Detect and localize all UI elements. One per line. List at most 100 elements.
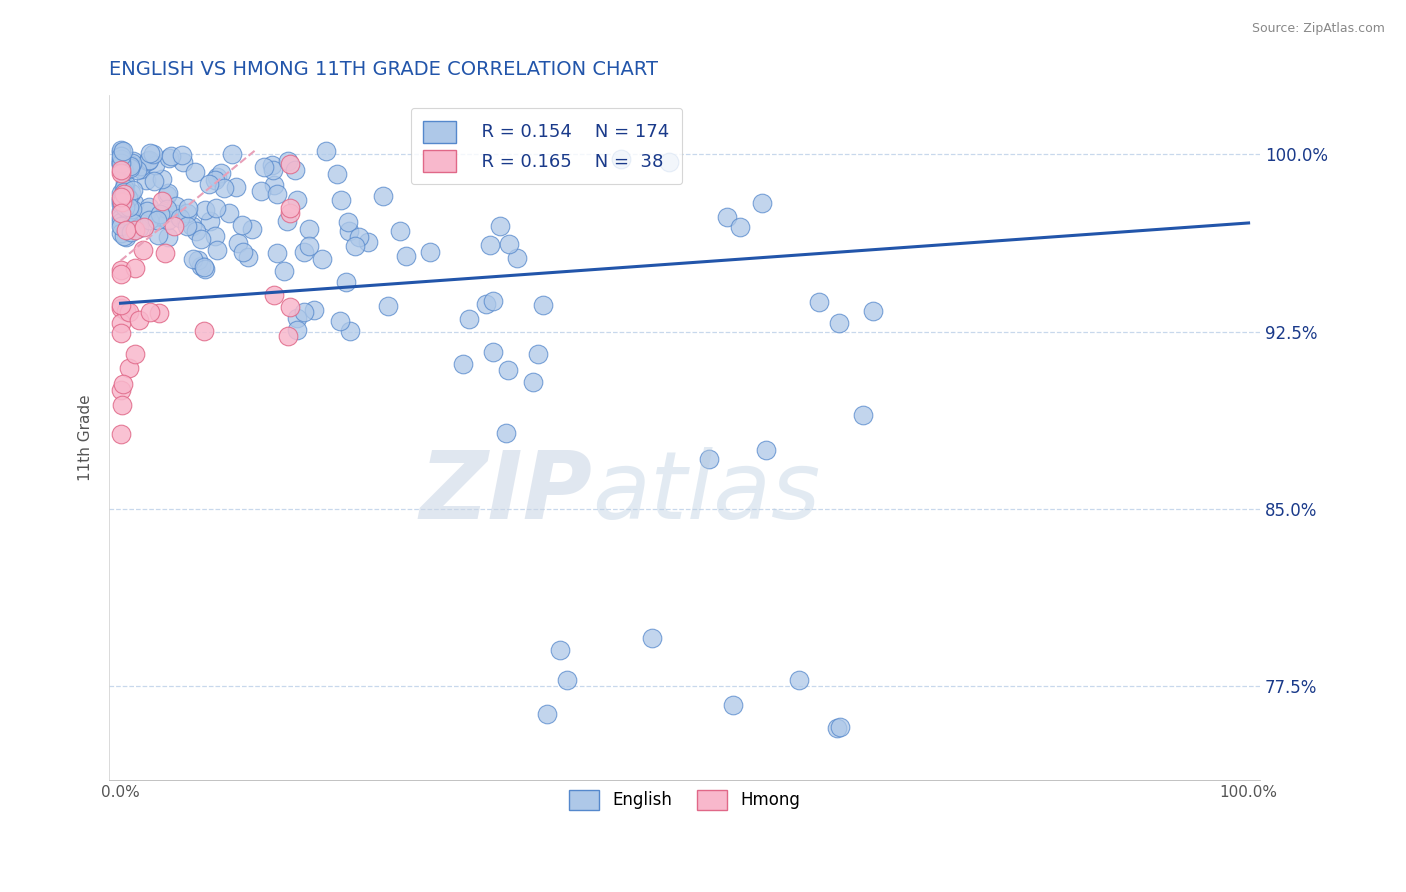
Point	[339, 324, 361, 338]
Point	[111, 144, 134, 158]
Point	[395, 250, 418, 264]
Point	[548, 643, 571, 657]
Point	[150, 194, 173, 209]
Point	[118, 161, 141, 176]
Text: Source: ZipAtlas.com: Source: ZipAtlas.com	[1251, 22, 1385, 36]
Point	[205, 243, 228, 257]
Point	[190, 232, 212, 246]
Point	[114, 176, 136, 190]
Point	[641, 631, 664, 645]
Point	[169, 211, 191, 226]
Text: ENGLISH VS HMONG 11TH GRADE CORRELATION CHART: ENGLISH VS HMONG 11TH GRADE CORRELATION …	[110, 60, 658, 78]
Point	[146, 213, 169, 227]
Point	[657, 154, 679, 169]
Point	[156, 202, 179, 216]
Point	[110, 144, 132, 158]
Point	[285, 193, 308, 207]
Point	[114, 229, 136, 244]
Point	[176, 206, 198, 220]
Point	[326, 168, 349, 182]
Point	[852, 409, 875, 423]
Point	[148, 306, 170, 320]
Point	[240, 222, 263, 236]
Point	[122, 183, 145, 197]
Point	[194, 202, 217, 217]
Point	[337, 215, 360, 229]
Point	[110, 262, 132, 277]
Point	[277, 329, 299, 343]
Point	[204, 229, 226, 244]
Point	[190, 259, 212, 273]
Point	[343, 238, 366, 252]
Point	[131, 160, 153, 174]
Point	[110, 145, 132, 159]
Point	[110, 298, 132, 312]
Point	[755, 443, 778, 458]
Point	[110, 267, 132, 281]
Point	[110, 155, 132, 169]
Point	[339, 224, 361, 238]
Point	[139, 146, 162, 161]
Point	[377, 299, 399, 313]
Point	[297, 222, 319, 236]
Point	[150, 172, 173, 186]
Point	[121, 202, 143, 216]
Point	[292, 305, 315, 319]
Text: ZIP: ZIP	[419, 447, 592, 539]
Point	[495, 426, 517, 441]
Point	[489, 219, 512, 234]
Point	[278, 201, 301, 215]
Point	[236, 250, 259, 264]
Point	[120, 159, 142, 173]
Point	[478, 238, 501, 252]
Point	[225, 179, 247, 194]
Point	[285, 323, 308, 337]
Point	[527, 347, 550, 361]
Point	[315, 144, 337, 158]
Point	[170, 148, 193, 162]
Point	[110, 152, 132, 166]
Point	[110, 158, 132, 172]
Point	[143, 158, 166, 172]
Point	[155, 246, 177, 260]
Point	[143, 174, 166, 188]
Point	[110, 194, 132, 208]
Point	[117, 215, 139, 229]
Point	[115, 223, 138, 237]
Point	[120, 225, 142, 239]
Point	[285, 311, 308, 326]
Point	[114, 186, 136, 201]
Point	[263, 288, 285, 302]
Point	[357, 235, 380, 250]
Point	[142, 146, 165, 161]
Point	[482, 345, 505, 359]
Point	[110, 316, 132, 330]
Point	[278, 206, 301, 220]
Point	[112, 229, 135, 244]
Point	[536, 706, 558, 721]
Point	[250, 184, 273, 198]
Point	[127, 163, 149, 178]
Point	[721, 698, 744, 712]
Point	[111, 376, 134, 391]
Point	[110, 203, 132, 218]
Point	[808, 295, 831, 310]
Point	[110, 219, 132, 233]
Point	[110, 384, 132, 398]
Point	[555, 673, 578, 687]
Point	[112, 164, 135, 178]
Point	[266, 187, 288, 202]
Point	[112, 181, 135, 195]
Point	[531, 298, 554, 312]
Point	[263, 178, 285, 192]
Point	[163, 219, 186, 233]
Legend: English, Hmong: English, Hmong	[555, 776, 814, 823]
Point	[156, 213, 179, 227]
Point	[176, 219, 198, 233]
Point	[110, 149, 132, 163]
Point	[828, 316, 851, 330]
Point	[156, 188, 179, 202]
Point	[135, 203, 157, 218]
Point	[506, 251, 529, 265]
Point	[193, 324, 215, 338]
